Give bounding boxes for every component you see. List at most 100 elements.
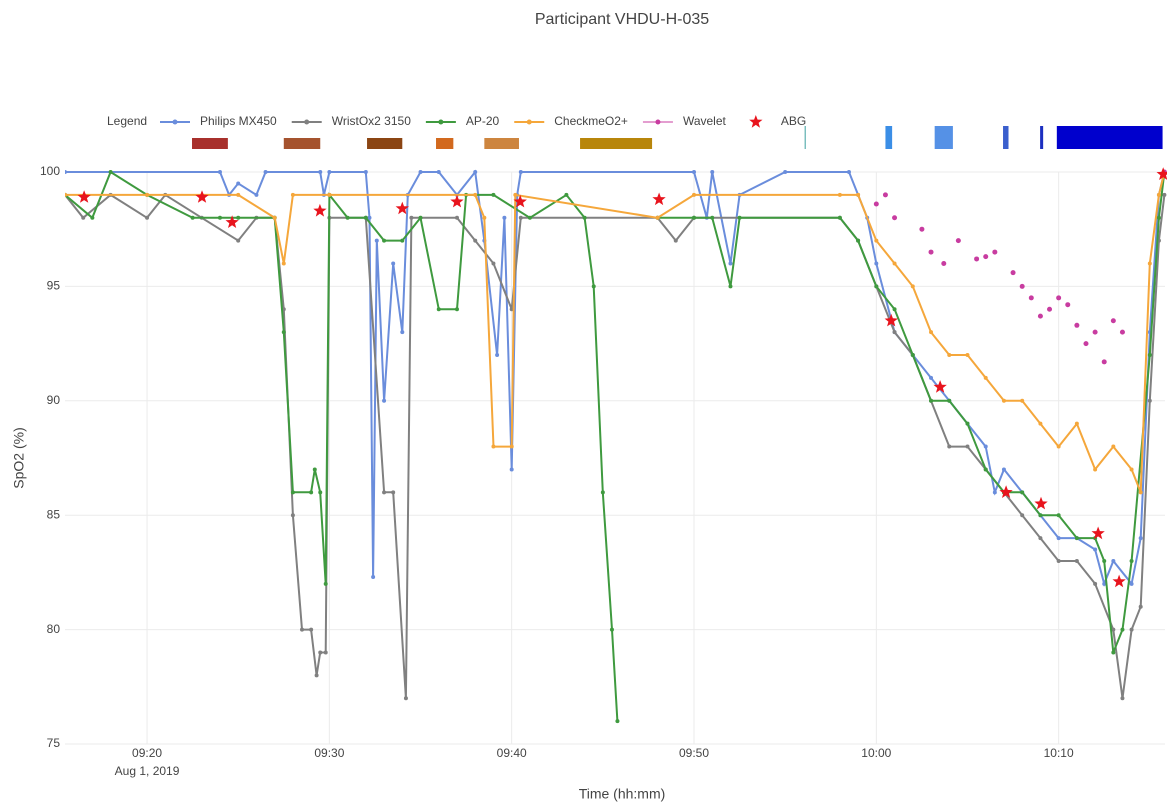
series-marker <box>1028 295 1034 301</box>
event-band <box>367 138 403 149</box>
series-marker <box>363 170 368 174</box>
series-marker <box>1074 536 1079 541</box>
series-marker <box>436 170 441 174</box>
series-marker <box>1047 306 1053 312</box>
series-marker <box>941 261 947 267</box>
series-marker <box>882 192 888 198</box>
series-marker <box>318 170 323 174</box>
series-marker <box>1001 467 1006 472</box>
series-marker <box>281 330 286 335</box>
series-marker <box>1111 627 1116 632</box>
series-marker <box>1056 536 1061 541</box>
series-marker <box>1074 322 1080 328</box>
legend-label: Philips MX450 <box>200 114 277 128</box>
series-marker <box>509 467 514 472</box>
event-band <box>436 138 454 149</box>
series-marker <box>692 192 697 197</box>
series-marker <box>367 215 372 220</box>
series-marker <box>236 192 241 197</box>
series-marker <box>1138 604 1143 609</box>
series-marker <box>892 215 898 221</box>
series-marker <box>874 284 879 289</box>
series-marker <box>1129 558 1134 563</box>
series-marker <box>1020 513 1025 518</box>
series-marker <box>217 215 222 220</box>
abg-star <box>1091 526 1105 540</box>
series-marker <box>1092 329 1098 335</box>
series-marker <box>1038 536 1043 541</box>
abg-star <box>933 380 947 393</box>
series-marker <box>710 170 715 174</box>
series-marker <box>371 574 376 579</box>
series-marker <box>314 673 319 678</box>
series-marker <box>582 215 587 220</box>
series-marker <box>615 719 620 724</box>
series-marker <box>1111 444 1116 449</box>
series-marker <box>692 170 697 174</box>
series-marker <box>928 249 934 255</box>
series-marker <box>1093 581 1098 586</box>
series-marker <box>673 238 678 243</box>
series-marker <box>856 238 861 243</box>
series-marker <box>190 215 195 220</box>
legend-label: AP-20 <box>466 114 500 128</box>
series-marker <box>947 398 952 403</box>
series-marker <box>947 444 952 449</box>
series-marker <box>391 261 396 266</box>
series-marker <box>965 421 970 426</box>
series-marker <box>454 307 459 312</box>
x-tick-label: 10:10 <box>1044 746 1074 760</box>
series-marker <box>454 215 459 220</box>
series-marker <box>974 256 980 262</box>
x-tick-label: 09:40 <box>497 746 527 760</box>
series-marker <box>236 181 241 186</box>
series-marker <box>1102 558 1107 563</box>
series-marker <box>1010 270 1016 276</box>
series-marker <box>1138 536 1143 541</box>
series-marker <box>263 170 268 174</box>
abg-star <box>1156 167 1167 180</box>
series-marker <box>929 398 934 403</box>
abg-star <box>1034 496 1048 510</box>
series-marker <box>1093 467 1098 472</box>
abg-star <box>313 203 327 217</box>
x-tick-label: 09:30 <box>314 746 344 760</box>
series-marker <box>892 307 897 312</box>
series-marker <box>1101 359 1107 365</box>
series-marker <box>1147 398 1152 403</box>
series-marker <box>290 490 295 495</box>
series-marker <box>1138 490 1143 495</box>
event-band <box>885 126 893 149</box>
series-marker <box>382 398 387 403</box>
abg-star <box>652 192 666 206</box>
series-marker <box>518 170 523 174</box>
series-marker <box>837 192 842 197</box>
y-tick-label: 85 <box>47 507 61 521</box>
y-tick-label: 80 <box>47 622 61 636</box>
series-marker <box>1119 329 1125 335</box>
series-marker <box>1120 627 1125 632</box>
series-marker <box>1111 558 1116 563</box>
series-marker <box>1111 650 1116 655</box>
series-marker <box>81 215 86 220</box>
y-tick-label: 100 <box>40 164 60 178</box>
abg-star <box>1112 574 1126 588</box>
series-marker <box>473 170 478 174</box>
series-marker <box>728 261 733 266</box>
event-band <box>580 138 653 149</box>
legend-symbol <box>526 119 532 125</box>
series-marker <box>856 192 861 197</box>
series-marker <box>217 170 222 174</box>
series-marker <box>491 192 496 197</box>
series-marker <box>1147 261 1152 266</box>
series-marker <box>374 238 379 243</box>
event-band <box>484 138 519 149</box>
series-marker <box>290 192 295 197</box>
event-band <box>192 138 228 149</box>
series-marker <box>1129 627 1134 632</box>
series-marker <box>947 353 952 358</box>
series-marker <box>1147 353 1152 358</box>
x-date-label: Aug 1, 2019 <box>115 764 180 778</box>
series-line <box>65 193 1166 699</box>
